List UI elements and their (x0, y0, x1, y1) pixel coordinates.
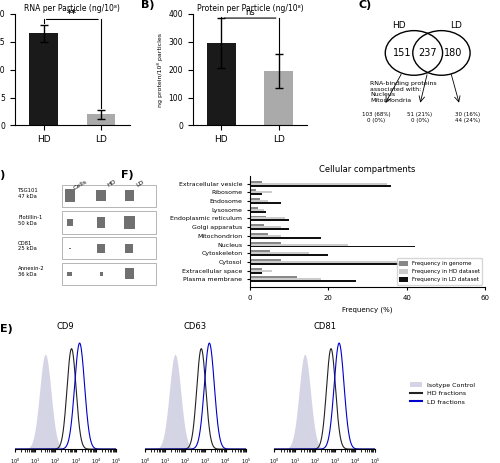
Title: Cellular compartments: Cellular compartments (320, 164, 416, 174)
FancyBboxPatch shape (68, 272, 72, 276)
Bar (250, 191, 272, 194)
Title: Protein per Particle (ng/10⁸): Protein per Particle (ng/10⁸) (196, 4, 304, 13)
Bar (250, 263, 406, 265)
Bar (250, 185, 391, 187)
Bar (250, 198, 260, 200)
Text: 51 (21%)
0 (0%): 51 (21%) 0 (0%) (407, 112, 432, 123)
Text: 30 (16%)
44 (24%): 30 (16%) 44 (24%) (455, 112, 480, 123)
Text: Cells: Cells (73, 179, 88, 191)
Text: B): B) (141, 0, 154, 11)
Bar (250, 200, 268, 202)
Legend: Isotype Control, HD fractions, LD fractions: Isotype Control, HD fractions, LD fracti… (408, 380, 478, 407)
FancyBboxPatch shape (124, 216, 135, 229)
Text: 180: 180 (444, 48, 462, 58)
FancyBboxPatch shape (96, 190, 106, 201)
Bar (207, 43, 236, 125)
Bar (250, 276, 297, 278)
Bar (250, 183, 387, 185)
Text: E): E) (0, 324, 12, 334)
Bar (250, 207, 258, 209)
Bar (250, 268, 262, 269)
Bar (250, 218, 285, 219)
Bar (250, 219, 289, 221)
Text: C): C) (359, 0, 372, 11)
Bar (250, 280, 356, 282)
Text: ns: ns (245, 8, 255, 17)
FancyBboxPatch shape (66, 219, 73, 226)
Bar (250, 259, 282, 261)
FancyBboxPatch shape (98, 217, 105, 228)
Text: RNA-binding proteins
associated with:
Nucleus
Mitochondria: RNA-binding proteins associated with: Nu… (370, 81, 437, 103)
Bar (250, 261, 399, 263)
Bar (86, 114, 116, 125)
Bar (250, 189, 256, 191)
Bar (250, 211, 266, 213)
Bar (62, 237, 156, 259)
FancyBboxPatch shape (65, 189, 74, 202)
Y-axis label: ng protein/10⁸ particles: ng protein/10⁸ particles (157, 33, 163, 106)
Text: D): D) (0, 170, 6, 180)
Bar (250, 235, 282, 237)
Text: Annexin-2
36 kDa: Annexin-2 36 kDa (18, 266, 45, 277)
Bar (250, 216, 266, 218)
Text: Flotillin-1
50 kDa: Flotillin-1 50 kDa (18, 215, 42, 226)
Bar (62, 263, 156, 285)
Bar (250, 242, 282, 244)
Text: 151: 151 (393, 48, 411, 58)
Bar (250, 252, 309, 254)
Bar (250, 250, 270, 252)
Bar (250, 244, 348, 245)
FancyBboxPatch shape (126, 244, 134, 253)
Title: CD63: CD63 (184, 322, 207, 331)
Text: 237: 237 (418, 48, 437, 58)
Bar (250, 228, 289, 230)
Title: CD9: CD9 (56, 322, 74, 331)
Bar (250, 272, 262, 274)
Bar (250, 194, 262, 195)
Text: HD: HD (106, 179, 118, 188)
Text: **: ** (68, 9, 78, 19)
Bar (250, 278, 320, 280)
Title: RNA per Particle (ng/10⁸): RNA per Particle (ng/10⁸) (24, 4, 120, 13)
Text: LD: LD (450, 21, 462, 31)
FancyBboxPatch shape (124, 269, 134, 280)
Text: F): F) (120, 170, 134, 180)
FancyBboxPatch shape (124, 190, 134, 201)
Bar (250, 269, 272, 272)
FancyBboxPatch shape (98, 244, 105, 253)
FancyBboxPatch shape (100, 272, 102, 275)
Bar (250, 224, 264, 226)
Bar (250, 209, 264, 211)
Bar (250, 226, 282, 228)
Text: LD: LD (136, 179, 145, 188)
Legend: Frequency in genome, Frequency in HD dataset, Frequency in LD dataset: Frequency in genome, Frequency in HD dat… (397, 258, 482, 285)
Text: HD: HD (392, 21, 406, 31)
Bar (62, 185, 156, 207)
Bar (62, 212, 156, 234)
Text: CD81
25 kDa: CD81 25 kDa (18, 241, 37, 251)
Bar (250, 245, 414, 247)
FancyBboxPatch shape (69, 248, 70, 249)
Bar (250, 233, 268, 235)
Bar (250, 202, 282, 204)
Text: 103 (68%)
0 (0%): 103 (68%) 0 (0%) (362, 112, 390, 123)
Bar (264, 71, 293, 125)
Bar (250, 254, 328, 256)
Bar (250, 237, 320, 239)
X-axis label: Frequency (%): Frequency (%) (342, 307, 393, 313)
Bar (30, 33, 58, 125)
Text: TSG101
47 kDa: TSG101 47 kDa (18, 188, 39, 199)
Bar (250, 181, 262, 183)
Title: CD81: CD81 (314, 322, 336, 331)
